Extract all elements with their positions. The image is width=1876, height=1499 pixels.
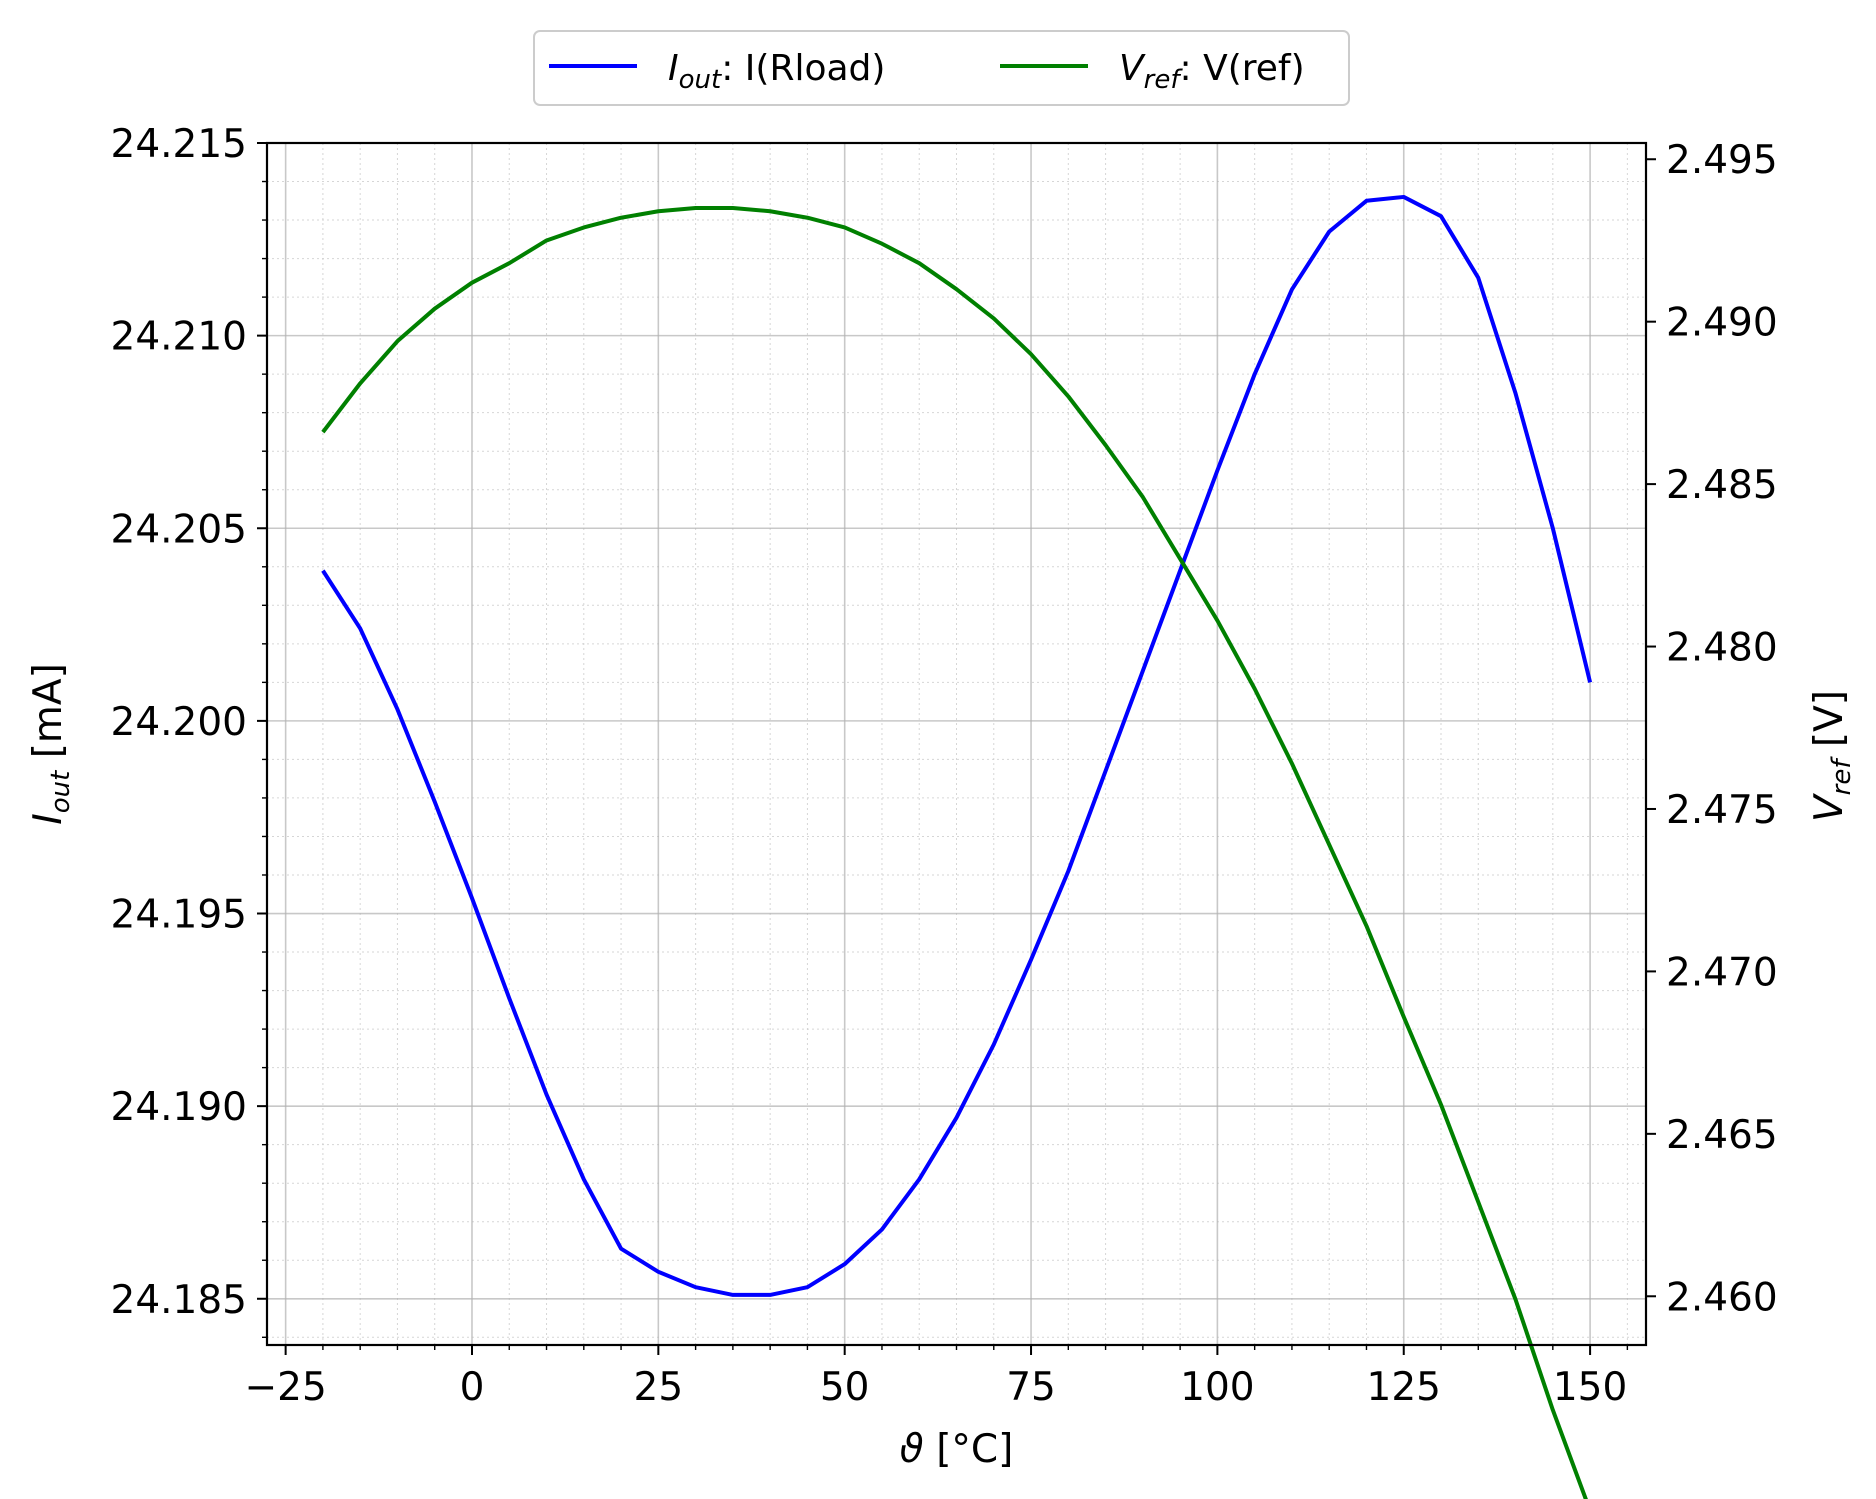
x-tick-label: 75 <box>1006 1365 1056 1410</box>
left-axis-subscript: out <box>46 770 76 813</box>
right-axis-ticks: 2.460 2.465 2.470 2.475 2.480 2.485 2.490 2.495 <box>1646 138 1778 1320</box>
right-tick-label: 2.480 <box>1666 626 1778 671</box>
left-tick-label: 24.190 <box>111 1085 247 1130</box>
right-axis-unit: [V] <box>1807 690 1852 760</box>
left-axis-title: Iout [mA] <box>26 663 76 825</box>
x-tick-label: 150 <box>1553 1365 1627 1410</box>
left-tick-label: 24.195 <box>111 893 247 938</box>
left-axis-symbol: I <box>26 813 71 825</box>
left-tick-label: 24.200 <box>111 700 247 745</box>
left-axis-unit: [mA] <box>26 663 71 771</box>
x-tick-label: −25 <box>244 1365 326 1410</box>
right-axis-title: Vref [V] <box>1807 690 1857 822</box>
legend-label-iout: Iout: I(Rload) <box>668 48 885 95</box>
right-tick-label: 2.470 <box>1666 950 1778 995</box>
right-axis-symbol: V <box>1807 793 1852 822</box>
legend-label-vref: Vref: V(ref) <box>1119 48 1305 95</box>
right-tick-label: 2.490 <box>1666 301 1778 346</box>
x-axis-ticks: −25 0 25 50 75 100 125 150 <box>244 1345 1629 1410</box>
x-tick-label: 125 <box>1367 1365 1441 1410</box>
right-tick-label: 2.495 <box>1666 138 1778 183</box>
left-tick-label: 24.215 <box>111 122 247 167</box>
x-axis-unit: [°C] <box>924 1427 1014 1472</box>
series-line-iout <box>321 194 1593 1297</box>
x-tick-label: 100 <box>1180 1365 1254 1410</box>
legend: Iout: I(Rload) Vref: V(ref) <box>533 30 1350 106</box>
series-line-vref <box>321 205 1588 1499</box>
left-tick-label: 24.185 <box>111 1278 247 1323</box>
minor-grid <box>267 143 1646 1345</box>
x-tick-label: 50 <box>820 1365 870 1410</box>
right-tick-label: 2.485 <box>1666 463 1778 508</box>
legend-box <box>533 30 1350 106</box>
left-axis-ticks: 24.185 24.190 24.195 24.200 24.205 24.210 24.2… <box>111 122 267 1338</box>
left-tick-label: 24.205 <box>111 507 247 552</box>
x-tick-label: 0 <box>460 1365 485 1410</box>
x-axis-symbol: ϑ <box>900 1427 924 1472</box>
major-grid <box>267 142 1646 1345</box>
right-tick-label: 2.465 <box>1666 1113 1778 1158</box>
right-axis-subscript: ref <box>1827 756 1857 796</box>
series-layer <box>321 194 1593 1499</box>
left-tick-label: 24.210 <box>111 315 247 360</box>
right-tick-label: 2.475 <box>1666 788 1778 833</box>
x-axis-title: ϑ [°C] <box>900 1427 1014 1472</box>
right-tick-label: 2.460 <box>1666 1275 1778 1320</box>
x-tick-label: 25 <box>634 1365 684 1410</box>
